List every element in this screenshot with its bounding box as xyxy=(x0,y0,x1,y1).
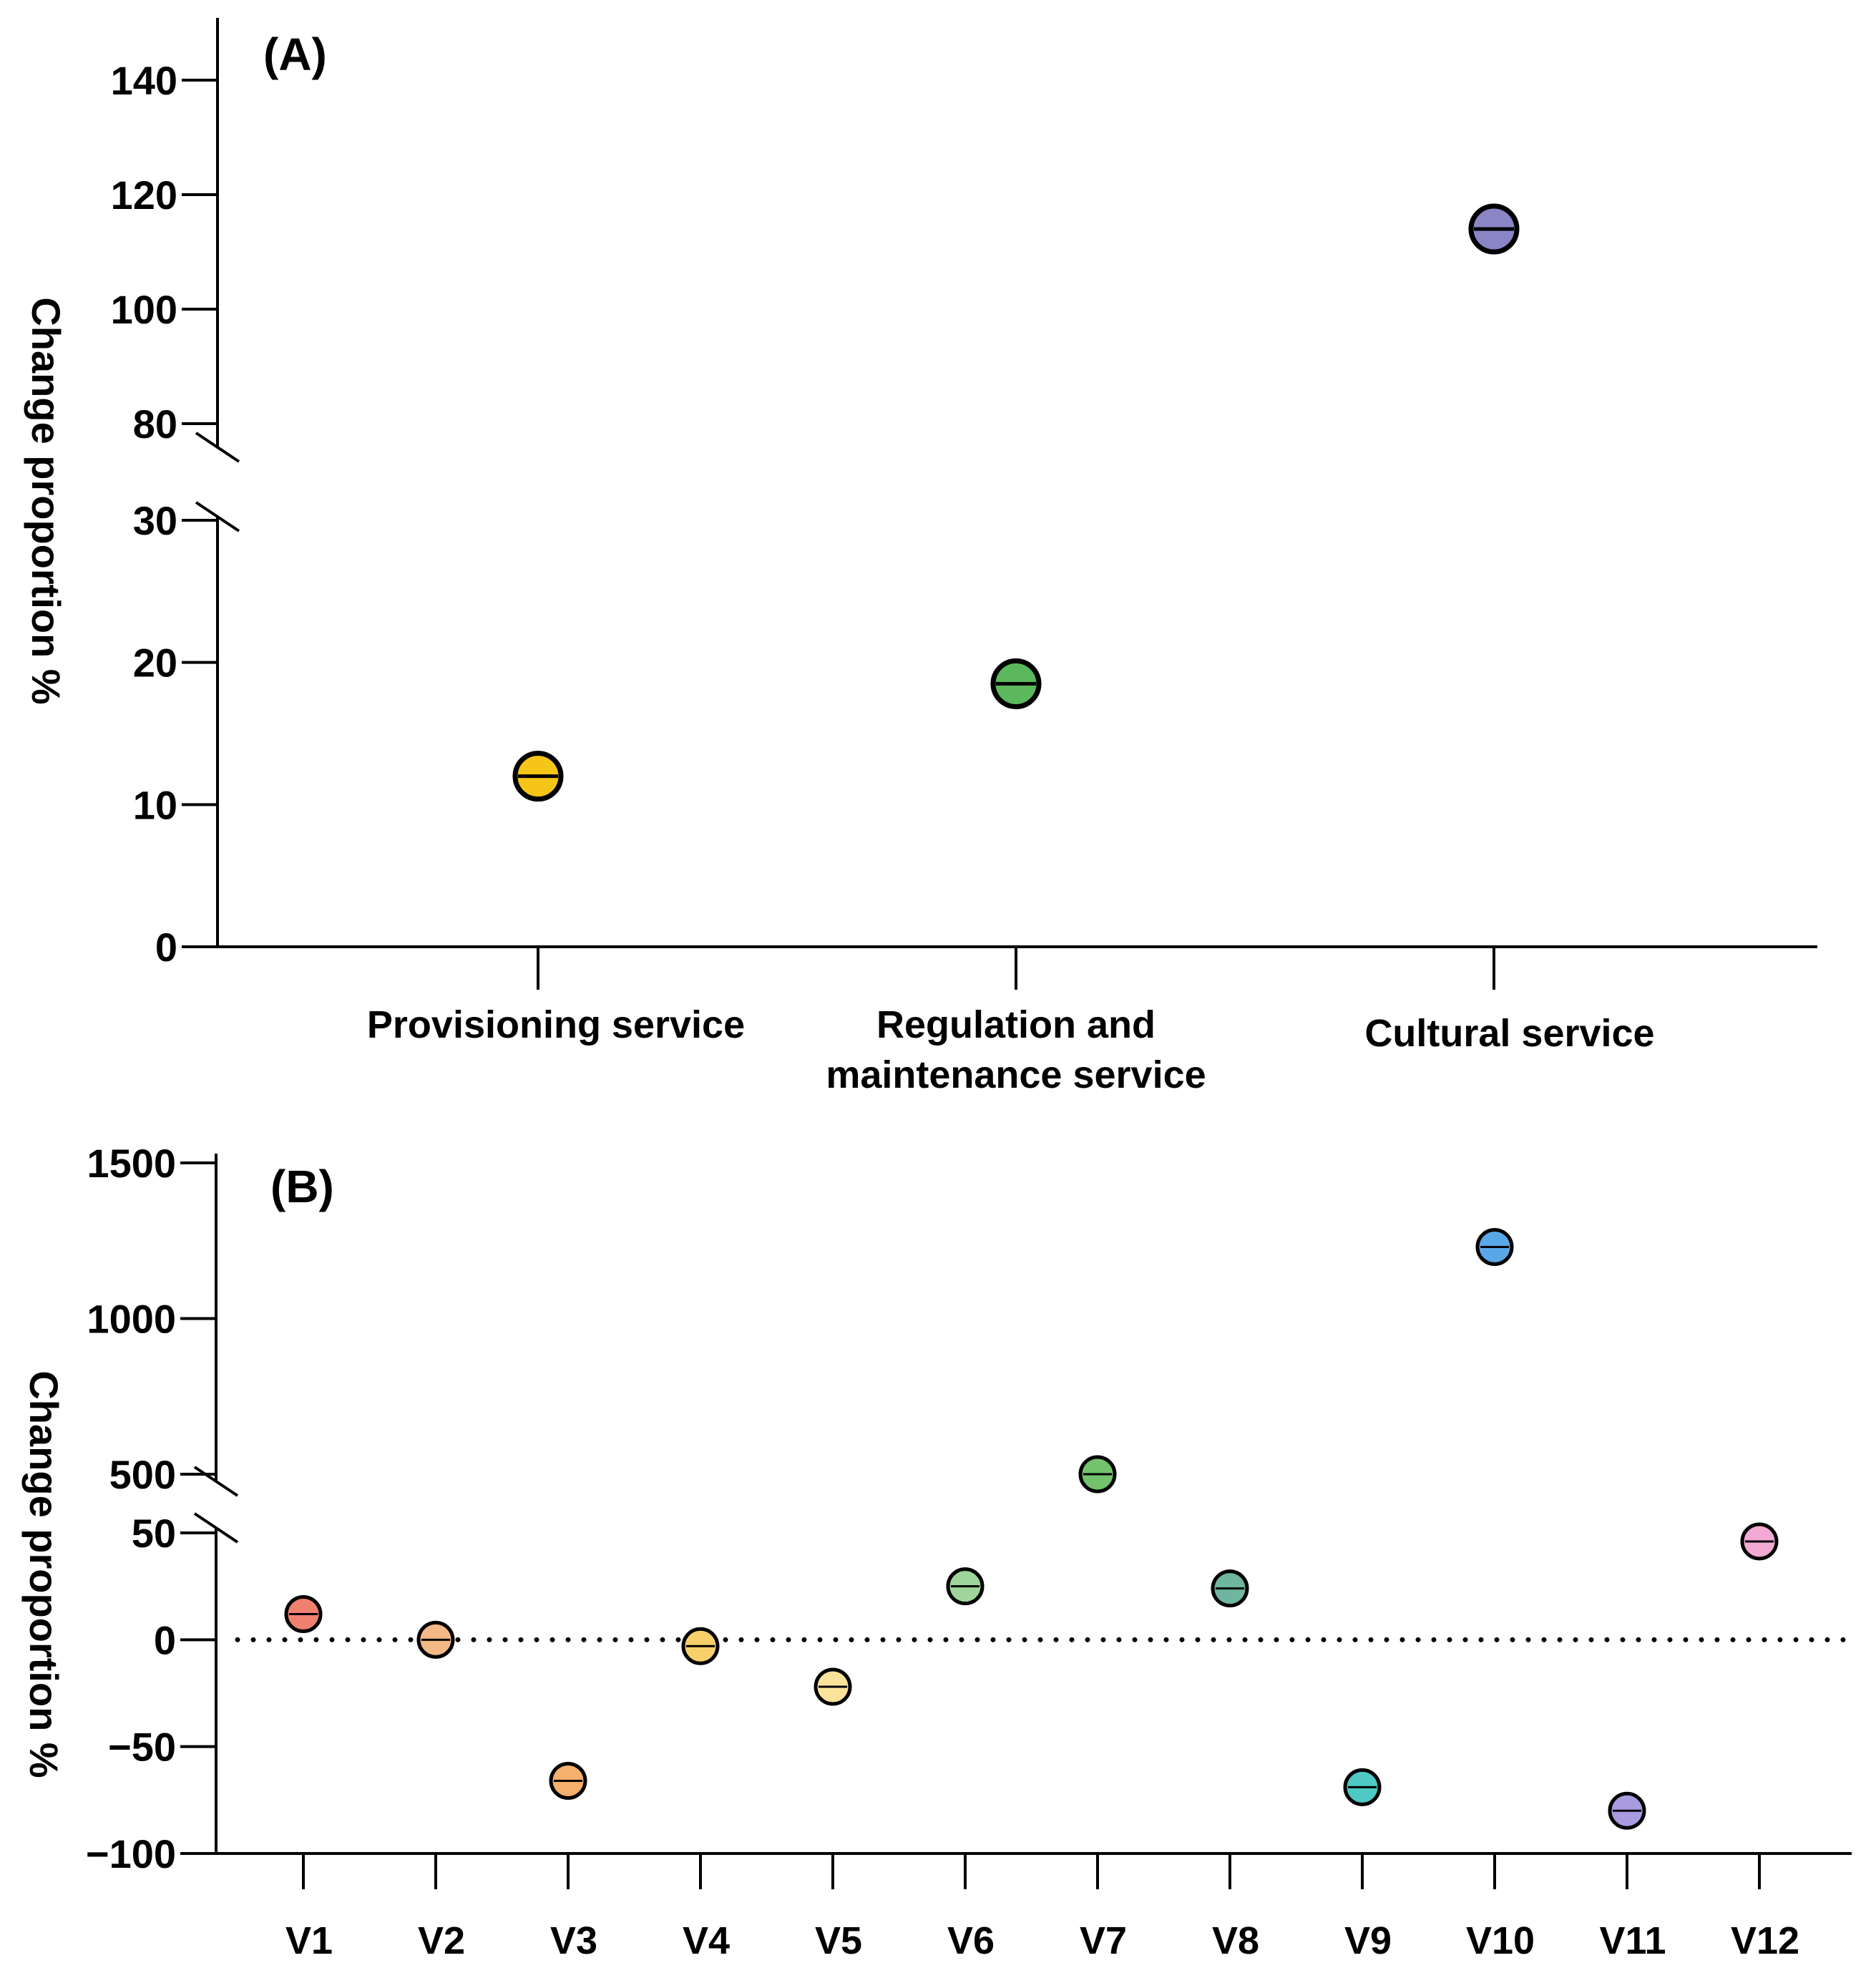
x-category-label: Cultural service xyxy=(1364,1012,1654,1055)
y-tick-label: 500 xyxy=(109,1452,176,1497)
panel-label: (A) xyxy=(263,29,327,80)
y-tick-label: 50 xyxy=(132,1511,176,1556)
axis-break-mark xyxy=(195,432,240,463)
y-tick-label: −50 xyxy=(108,1725,176,1770)
y-tick-label: 0 xyxy=(155,925,177,970)
y-tick-label: 1500 xyxy=(87,1141,176,1186)
y-tick-label: 100 xyxy=(111,287,177,332)
axis-break-mark xyxy=(193,1466,239,1497)
y-tick-label: 1000 xyxy=(87,1297,176,1342)
x-category-label: V12 xyxy=(1731,1919,1799,1962)
y-tick-label: 0 xyxy=(154,1617,176,1662)
y-tick-label: −100 xyxy=(86,1831,176,1876)
y-axis-title: Change proportion % xyxy=(21,1370,67,1778)
y-tick-label: 140 xyxy=(111,58,177,103)
x-category-label: V6 xyxy=(947,1919,995,1962)
x-category-label: V7 xyxy=(1080,1919,1127,1962)
x-category-label: V4 xyxy=(683,1919,730,1962)
x-category-label: V5 xyxy=(815,1919,862,1962)
panel-label: (B) xyxy=(270,1161,334,1212)
y-axis-title: Change proportion % xyxy=(24,297,69,704)
x-category-label: V3 xyxy=(550,1919,597,1962)
x-category-label: Provisioning service xyxy=(367,1003,745,1046)
panel-a: 0 10 20 30 80 100 120 140 Provisioning service Re… xyxy=(24,18,1817,1096)
panel-b: −100 −50 0 50 500 1000 1500 V1 V2 V3 V4 V5 V6 V7 V8 V9 V… xyxy=(21,1141,1855,1962)
y-tick-label: 120 xyxy=(111,172,177,218)
x-category-label: V11 xyxy=(1599,1919,1666,1962)
axis-break-mark xyxy=(193,1512,239,1544)
y-tick-label: 30 xyxy=(133,498,177,543)
x-category-label: V9 xyxy=(1344,1919,1392,1962)
y-tick-label: 80 xyxy=(133,401,177,447)
x-category-label: V2 xyxy=(418,1919,465,1962)
y-tick-label: 20 xyxy=(133,640,177,686)
x-category-label: V1 xyxy=(285,1919,333,1962)
axis-break-mark xyxy=(195,501,240,532)
x-category-label: V8 xyxy=(1212,1919,1259,1962)
x-category-label: Regulation and xyxy=(876,1003,1156,1046)
y-tick-label: 10 xyxy=(133,782,177,827)
x-category-label: maintenance service xyxy=(826,1053,1206,1096)
x-category-label: V10 xyxy=(1466,1919,1535,1962)
